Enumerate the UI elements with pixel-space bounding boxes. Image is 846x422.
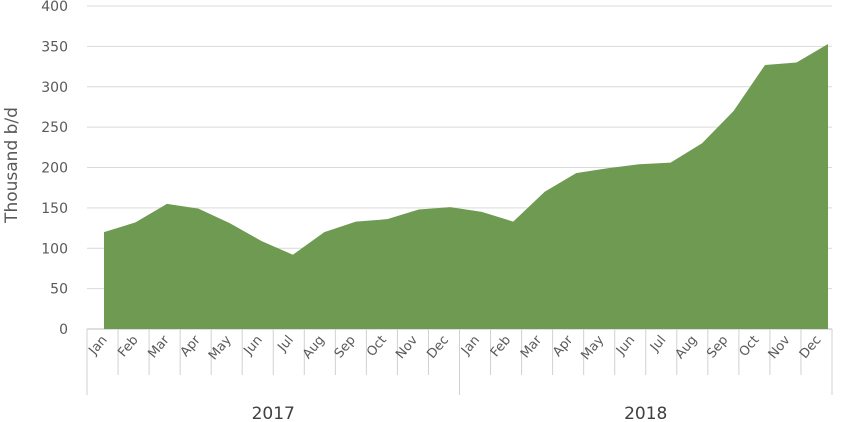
- x-tick-label: Feb: [115, 333, 141, 360]
- x-tick-label: Jun: [241, 333, 266, 359]
- y-tick-label: 150: [41, 201, 68, 217]
- x-tick-label: Jan: [458, 333, 483, 359]
- y-axis-label: Thousand b/d: [2, 107, 22, 224]
- x-tick-label: Jul: [647, 333, 669, 355]
- x-tick-label: May: [578, 333, 607, 363]
- x-tick-label: May: [206, 333, 235, 363]
- x-tick-label: Jul: [275, 333, 297, 355]
- x-tick-label: Jun: [613, 333, 638, 359]
- y-tick-label: 400: [41, 0, 68, 15]
- y-tick-label: 200: [41, 161, 68, 177]
- y-tick-label: 50: [50, 282, 68, 298]
- x-tick-label: Apr: [550, 332, 576, 359]
- x-tick-label: Jan: [86, 333, 111, 359]
- x-tick-label: Oct: [737, 333, 763, 360]
- year-label: 2018: [624, 404, 667, 422]
- year-label: 2017: [252, 404, 295, 422]
- x-tick-label: Feb: [488, 333, 514, 360]
- x-axis: Jan Feb Mar Apr May Jun Jul Aug Sep Oct Nov Dec2017…: [86, 329, 833, 422]
- x-tick-label: Oct: [364, 333, 390, 360]
- y-tick-label: 100: [41, 241, 68, 257]
- y-axis-ticks: 0 50 100 150 200 250 300 350 400: [41, 0, 68, 338]
- y-tick-label: 0: [59, 322, 68, 338]
- x-tick-label: Apr: [178, 332, 204, 359]
- y-tick-label: 300: [41, 80, 68, 96]
- y-tick-label: 250: [41, 120, 68, 136]
- series-area: [104, 43, 828, 329]
- y-tick-label: 350: [41, 39, 68, 55]
